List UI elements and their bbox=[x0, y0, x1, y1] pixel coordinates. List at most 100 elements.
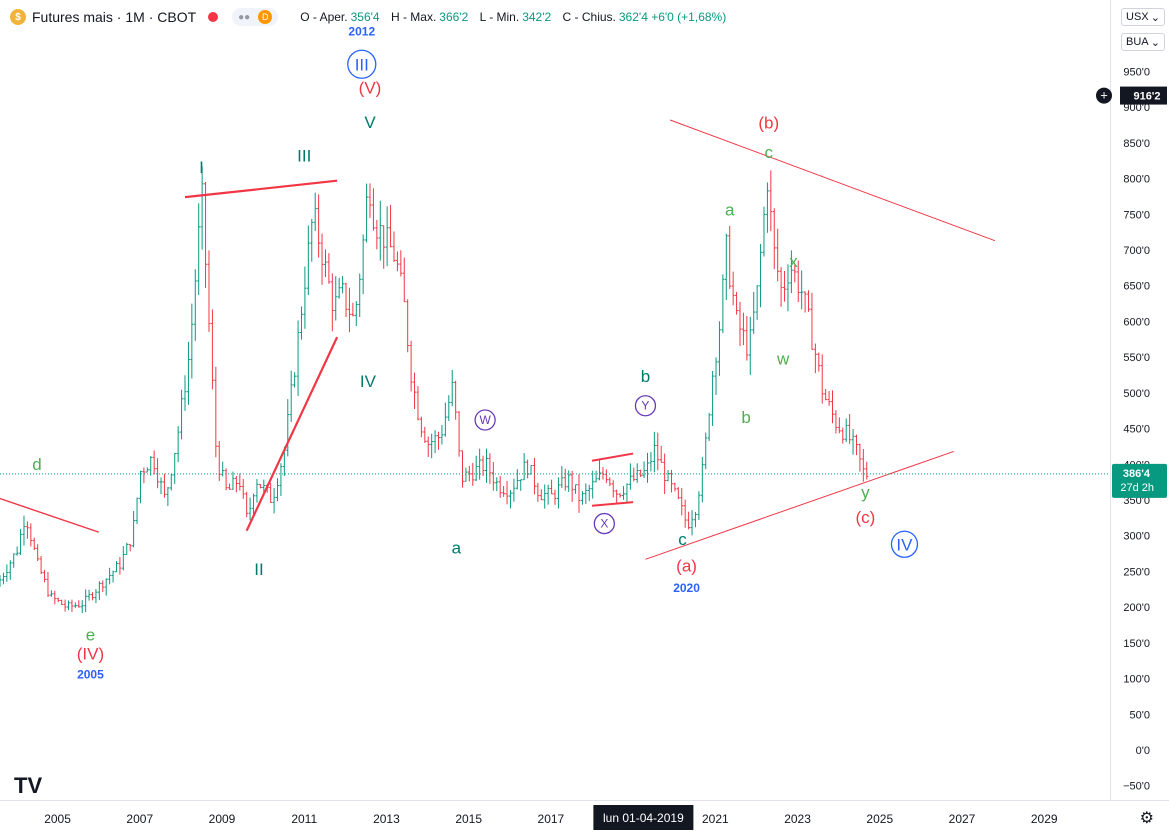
wave-circle bbox=[347, 49, 377, 79]
price-bars bbox=[0, 166, 869, 614]
wave-label: 2005 bbox=[77, 668, 104, 682]
delayed-data-badge: D bbox=[258, 10, 273, 24]
wave-label: b bbox=[741, 408, 750, 427]
price-axis-bg bbox=[1110, 0, 1169, 833]
wave-circle-label: III bbox=[355, 55, 369, 74]
price-axis: 950'0 900'0 850'0 800'0 750'0 700'0 650'0 600'0… bbox=[1096, 0, 1169, 833]
ohlc-readout: O - Aper. 356'4 H - Max. 366'2 L - Min. 342… bbox=[292, 10, 726, 24]
unit-select[interactable]: BUA ⌄ bbox=[1121, 33, 1165, 51]
y-tick-label: 200'0 bbox=[1123, 602, 1150, 614]
wave-circle-label: IV bbox=[896, 535, 913, 554]
wave-circle bbox=[890, 530, 919, 558]
chart-header: $ Futures mais · 1M · CBOT ●● D O - Aper… bbox=[0, 0, 1110, 34]
wave-label: I bbox=[199, 158, 204, 177]
wave-circle bbox=[474, 409, 496, 431]
ohlc-low-value: 342'2 bbox=[522, 10, 552, 24]
ohlc-high-value: 366'2 bbox=[439, 10, 469, 24]
y-tick-label: 50'0 bbox=[1130, 709, 1150, 721]
chevron-down-icon: ⌄ bbox=[1150, 36, 1160, 49]
wave-label: e bbox=[86, 626, 95, 645]
wave-label: (a) bbox=[676, 556, 697, 575]
symbol-title[interactable]: Futures mais · 1M · CBOT bbox=[32, 9, 197, 25]
wave-circle-label: Y bbox=[641, 399, 649, 413]
wave-circle-label: X bbox=[600, 517, 608, 531]
ohlc-high-label: H - Max. bbox=[390, 10, 437, 24]
wave-label: 2020 bbox=[673, 581, 700, 595]
currency-value: USX bbox=[1126, 11, 1149, 23]
wave-label: c bbox=[678, 530, 687, 549]
wave-label: (b) bbox=[758, 114, 779, 133]
y-tick-label: 800'0 bbox=[1123, 174, 1150, 186]
wave-label: IV bbox=[360, 372, 377, 391]
x-tick-label: 2007 bbox=[126, 812, 153, 826]
time-axis: 2005200720092011201320152017201920212023… bbox=[0, 800, 1169, 833]
wave-label: d bbox=[32, 455, 41, 474]
y-tick-label: 150'0 bbox=[1123, 638, 1150, 650]
crosshair-date-label: lun 01-04-2019 bbox=[603, 811, 684, 825]
plus-icon: + bbox=[1100, 88, 1108, 103]
wave-label: II bbox=[254, 560, 263, 579]
wave-label: a bbox=[452, 539, 462, 558]
trendline bbox=[591, 452, 634, 462]
ohlc-close-value: 362'4 +6'0 (+1,68%) bbox=[618, 10, 727, 24]
chevron-down-icon: ⌄ bbox=[1150, 11, 1160, 24]
y-tick-label: 500'0 bbox=[1123, 388, 1150, 400]
wave-label: 2012 bbox=[348, 25, 375, 39]
y-tick-label: 650'0 bbox=[1123, 281, 1150, 293]
ohlc-open-value: 356'4 bbox=[350, 10, 380, 24]
ohlc-open-label: O - Aper. bbox=[300, 10, 348, 24]
x-tick-label: 2025 bbox=[866, 812, 893, 826]
y-tick-label: 550'0 bbox=[1123, 352, 1150, 364]
x-tick-label: 2021 bbox=[702, 812, 729, 826]
wave-label: b bbox=[641, 367, 650, 386]
x-tick-label: 2015 bbox=[455, 812, 482, 826]
wave-circle-label: W bbox=[479, 413, 491, 427]
wave-label: x bbox=[789, 252, 798, 271]
add-alert-icon bbox=[1096, 87, 1112, 104]
data-source-pill[interactable]: ●● D bbox=[232, 8, 279, 26]
time-axis-bg bbox=[0, 800, 1110, 833]
wave-labels: de(IV)2005IIIIIIV(V)2012IVabc(a)2020abc(… bbox=[14, 25, 919, 798]
dollar-coin-icon[interactable]: $ bbox=[10, 9, 26, 25]
ohlc-low-label: L - Min. bbox=[479, 10, 520, 24]
x-tick-label: 2023 bbox=[784, 812, 811, 826]
wave-circle bbox=[634, 395, 657, 417]
x-tick-label: 2011 bbox=[291, 812, 317, 826]
crosshair-price-label: 916'2 bbox=[1133, 91, 1160, 103]
last-price-label: 386'4 bbox=[1123, 468, 1151, 480]
y-tick-label: 250'0 bbox=[1123, 566, 1150, 578]
wave-label: III bbox=[297, 146, 311, 165]
wave-label: w bbox=[776, 349, 790, 368]
y-tick-label: 900'0 bbox=[1123, 102, 1150, 114]
trendline bbox=[669, 119, 996, 242]
x-tick-label: 2009 bbox=[209, 812, 236, 826]
wave-label: (c) bbox=[855, 508, 875, 527]
wave-circle bbox=[593, 512, 615, 535]
ohlc-close-label: C - Chius. bbox=[562, 10, 616, 24]
y-tick-label: −50'0 bbox=[1123, 781, 1150, 793]
crosshair-date-tag bbox=[593, 805, 694, 830]
trendline bbox=[645, 450, 954, 560]
y-tick-label: 750'0 bbox=[1123, 209, 1150, 221]
y-tick-label: 850'0 bbox=[1123, 138, 1150, 150]
currency-select[interactable]: USX ⌄ bbox=[1121, 8, 1165, 26]
x-tick-label: 2005 bbox=[44, 812, 71, 826]
y-tick-label: 450'0 bbox=[1123, 424, 1150, 436]
crosshair-price-tag bbox=[1120, 86, 1167, 105]
trendlines bbox=[0, 119, 996, 560]
market-status-dot[interactable] bbox=[208, 12, 219, 22]
y-tick-label: 600'0 bbox=[1123, 316, 1150, 328]
wave-label: (V) bbox=[359, 79, 382, 98]
visibility-icon: ●● bbox=[238, 11, 251, 23]
wave-label: (IV) bbox=[77, 644, 104, 663]
tradingview-logo: TV bbox=[14, 773, 42, 798]
gear-icon[interactable]: ⚙ bbox=[1139, 810, 1154, 827]
trendline bbox=[0, 497, 99, 533]
x-tick-label: 2027 bbox=[949, 812, 976, 826]
x-tick-label: 2029 bbox=[1031, 812, 1058, 826]
last-price-tag bbox=[1112, 463, 1167, 498]
trendline bbox=[245, 336, 339, 532]
wave-label: a bbox=[725, 201, 735, 220]
x-tick-label: 2013 bbox=[373, 812, 400, 826]
